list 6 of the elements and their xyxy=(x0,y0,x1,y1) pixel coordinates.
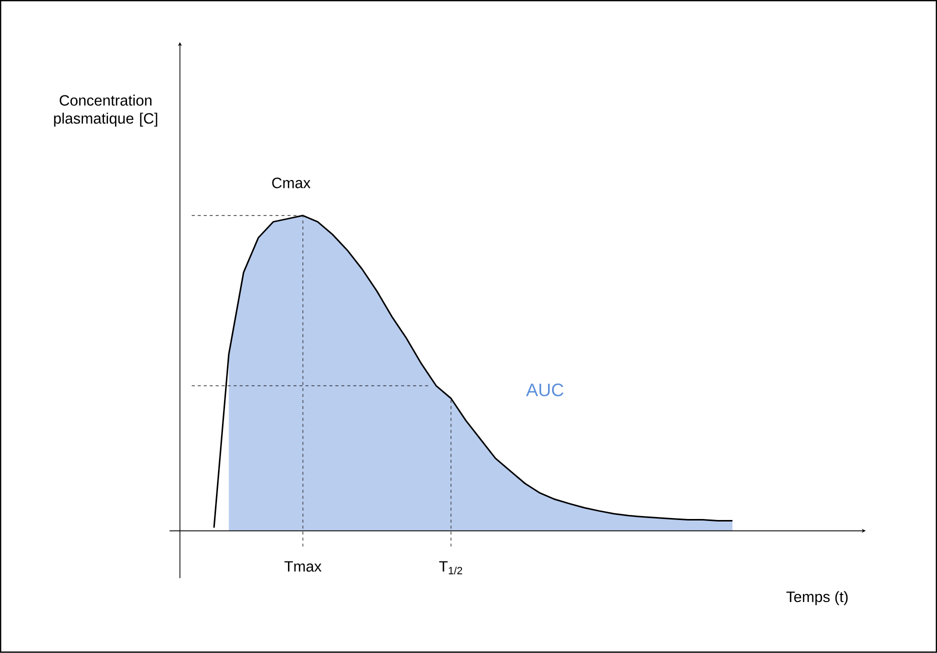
ref-line-label: Cmax xyxy=(272,178,310,188)
x-tick-label: Tmax xyxy=(284,561,322,572)
x-tick-label: T$_{1/2}$ xyxy=(439,561,462,574)
x-axis-title: Temps (t) xyxy=(786,591,848,606)
text: Concentration plasmatique [C] xyxy=(54,94,158,127)
annotation: AUC xyxy=(526,384,564,396)
